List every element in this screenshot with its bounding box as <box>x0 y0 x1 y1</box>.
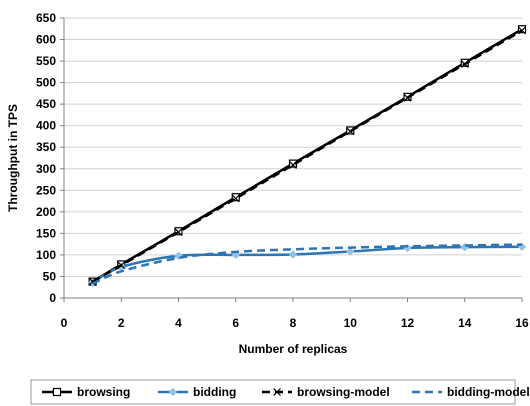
legend-label-browsing-model: browsing-model <box>297 385 390 399</box>
legend-entry-bidding-model: bidding-model <box>412 385 530 399</box>
x-axis-ticks: 0 2 4 6 8 10 12 14 16 <box>61 298 529 330</box>
x-tick-label-4: 4 <box>175 316 182 330</box>
legend-label-bidding-model: bidding-model <box>447 385 530 399</box>
y-tick-label-50: 50 <box>43 269 57 283</box>
data-point-browsing-model-10 <box>346 127 355 136</box>
y-tick-label-500: 500 <box>36 76 56 90</box>
series-line-bidding <box>91 245 523 284</box>
legend-entry-browsing: browsing <box>42 385 130 399</box>
series-line-browsing-model <box>92 29 523 283</box>
y-tick-label-300: 300 <box>36 162 56 176</box>
legend-label-browsing: browsing <box>77 385 130 399</box>
y-tick-label-200: 200 <box>36 205 56 219</box>
legend-entry-bidding: bidding <box>158 385 236 399</box>
legend: browsing bidding browsing-model bidding-mod… <box>42 385 530 399</box>
x-tick-label-8: 8 <box>290 316 297 330</box>
data-point-browsing-model-4 <box>174 228 183 237</box>
y-tick-label-100: 100 <box>36 248 56 262</box>
x-tick-label-16: 16 <box>515 316 529 330</box>
series-layer <box>88 25 527 287</box>
legend-marker-browsing-model <box>273 388 281 396</box>
x-tick-label-10: 10 <box>344 316 358 330</box>
data-point-bidding-8 <box>288 250 298 259</box>
x-tick-label-6: 6 <box>232 316 239 330</box>
data-point-browsing-model-14 <box>460 60 469 69</box>
x-tick-label-14: 14 <box>458 316 472 330</box>
y-tick-label-150: 150 <box>36 226 56 240</box>
y-tick-label-600: 600 <box>36 33 56 47</box>
x-tick-label-12: 12 <box>401 316 415 330</box>
x-axis-title: Number of replicas <box>239 342 348 356</box>
series-bidding-model <box>92 243 523 285</box>
x-tick-label-0: 0 <box>61 316 68 330</box>
data-point-bidding-6 <box>231 250 240 260</box>
data-point-bidding-4 <box>174 251 183 260</box>
y-tick-label-450: 450 <box>36 97 56 111</box>
y-axis-ticks: 0 50 100 150 200 250 300 350 400 450 500 550 600 650 <box>36 11 64 305</box>
data-point-bidding-10 <box>346 247 355 256</box>
y-tick-label-550: 550 <box>36 54 56 68</box>
series-bidding <box>88 242 527 287</box>
data-point-browsing-model-8 <box>289 160 297 169</box>
y-axis-title: Throughput in TPS <box>6 104 20 212</box>
legend-marker-bidding <box>168 387 178 397</box>
y-tick-label-650: 650 <box>36 11 56 25</box>
series-browsing-model <box>88 26 526 286</box>
legend-marker-browsing <box>52 387 62 397</box>
y-tick-label-400: 400 <box>36 119 56 133</box>
legend-label-bidding: bidding <box>193 385 236 399</box>
data-point-browsing-model-16 <box>518 26 526 35</box>
data-point-browsing-16 <box>517 25 527 34</box>
data-point-browsing-model-12 <box>403 93 412 102</box>
y-tick-label-0: 0 <box>49 291 56 305</box>
series-line-bidding-model <box>92 243 523 285</box>
data-point-browsing-model-6 <box>231 194 240 203</box>
grid-lines <box>64 17 522 277</box>
y-tick-label-250: 250 <box>36 183 56 197</box>
legend-entry-browsing-model: browsing-model <box>262 385 390 399</box>
data-point-browsing-model-2 <box>117 261 126 270</box>
data-point-browsing-4 <box>174 227 183 236</box>
legend-box <box>30 379 516 405</box>
y-tick-label-350: 350 <box>36 140 56 154</box>
x-tick-label-2: 2 <box>118 316 125 330</box>
